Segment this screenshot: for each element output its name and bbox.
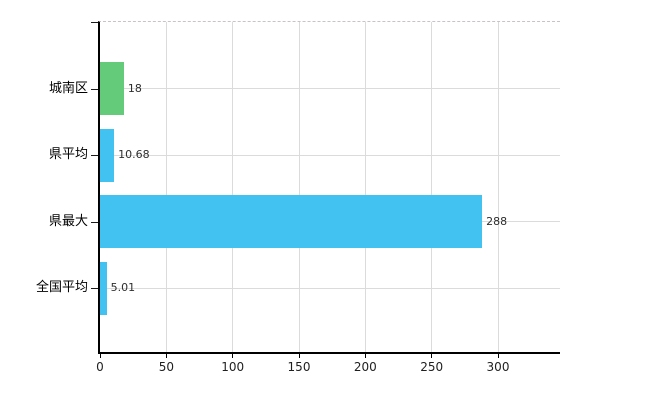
bar (100, 195, 483, 248)
x-axis-tick-label: 250 (420, 360, 444, 374)
x-axis-tick-label: 50 (158, 360, 174, 374)
x-axis-tick-mark (232, 354, 234, 358)
x-axis-tick-label: 150 (287, 360, 311, 374)
gridline-horizontal (100, 88, 560, 89)
bar-value-label: 18 (127, 81, 142, 95)
category-label: 県最大 (48, 213, 88, 229)
bar-value-label: 10.68 (118, 148, 150, 161)
x-axis-tick-label: 0 (96, 360, 104, 374)
category-tick-mark (91, 221, 98, 223)
gridline-vertical (431, 22, 433, 352)
category-tick-mark (91, 88, 98, 90)
x-axis-tick-mark (298, 354, 300, 358)
gridline-horizontal (100, 287, 560, 289)
x-axis-tick-mark (431, 354, 433, 358)
x-axis-tick-mark (165, 354, 167, 358)
bar-value-label: 288 (486, 214, 508, 228)
category-label: 県平均 (48, 147, 88, 162)
gridline-vertical (165, 22, 167, 352)
bar (100, 261, 107, 315)
category-label: 全国平均 (35, 280, 88, 295)
x-axis-tick-label: 200 (353, 360, 377, 374)
x-axis-tick-label: 300 (486, 360, 510, 374)
category-label: 城南区 (48, 80, 88, 96)
bar (100, 128, 115, 182)
x-axis-tick-label: 100 (221, 360, 245, 374)
x-axis-tick-mark (364, 354, 366, 358)
category-axis-top-tick (91, 22, 98, 23)
category-tick-mark (91, 288, 98, 289)
gridline-vertical (364, 22, 366, 352)
category-tick-mark (91, 155, 98, 156)
bar (100, 62, 124, 115)
gridline-vertical (497, 22, 499, 352)
x-axis-tick-mark (497, 354, 499, 358)
bar-value-label: 5.01 (110, 281, 136, 294)
gridline-vertical (232, 22, 234, 352)
gridline-vertical (298, 22, 300, 352)
gridline-horizontal (100, 154, 560, 156)
x-axis-tick-mark (99, 354, 101, 358)
plot-area: 18 10.68 288 5.01 (98, 21, 560, 354)
